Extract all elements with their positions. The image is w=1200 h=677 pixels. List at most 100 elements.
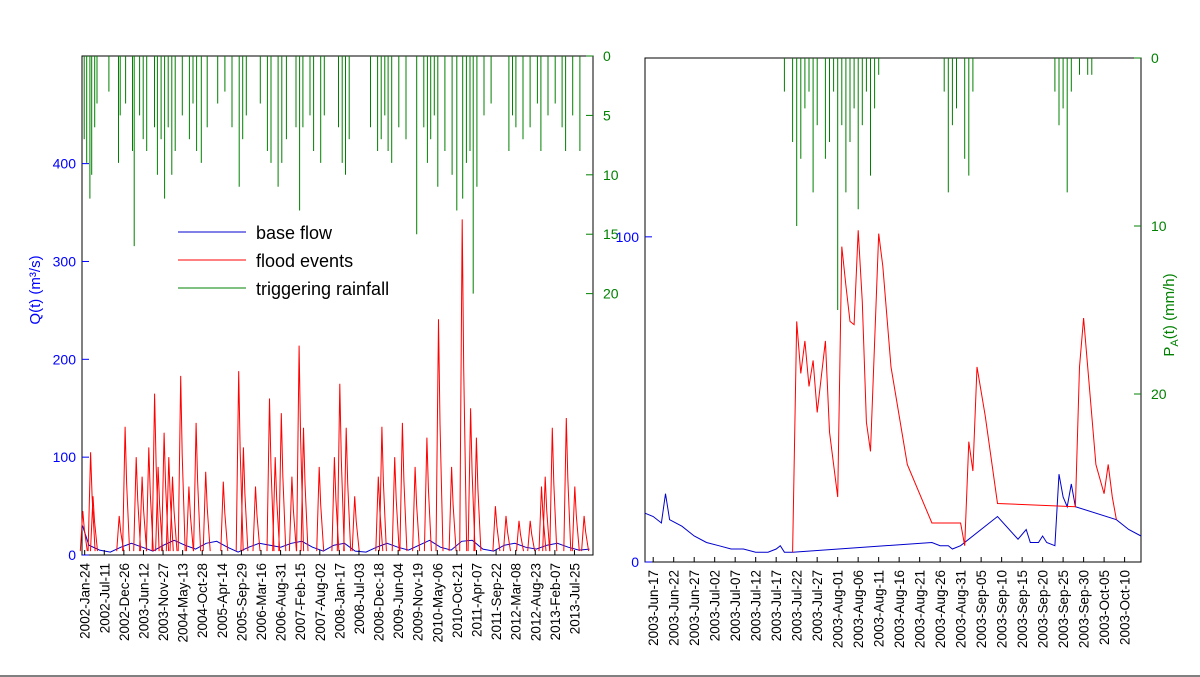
- xtick-label: 2003-Jul-17: [769, 570, 784, 641]
- flood-peak: [145, 447, 154, 552]
- xtick-label: 2003-Jun-17: [646, 570, 661, 646]
- xtick-label: 2003-Aug-16: [892, 570, 907, 648]
- flood-peak: [399, 422, 408, 552]
- xtick-label: 2012-Aug-23: [528, 563, 543, 641]
- flood-peak: [391, 457, 400, 552]
- xtick-label: 2013-Jul-25: [567, 563, 582, 634]
- ytick-label: 100: [53, 449, 77, 465]
- flood-peak: [378, 426, 387, 552]
- xtick-label: 2011-Sep-22: [489, 563, 504, 640]
- xtick-label: 2003-Aug-06: [851, 570, 866, 648]
- xtick-label: 2003-Jul-22: [790, 570, 805, 641]
- y2tick-label: 20: [1151, 386, 1167, 402]
- xtick-label: 2003-Aug-01: [831, 570, 846, 648]
- flood-peak: [235, 371, 244, 552]
- xtick-label: 2002-Jul-11: [97, 563, 112, 633]
- flood-peak: [300, 427, 309, 552]
- xtick-label: 2005-Sep-29: [234, 563, 249, 641]
- y2-axis-title: PA(t) (mm/h): [1161, 273, 1181, 356]
- flood-peak: [87, 452, 96, 552]
- flood-peak: [423, 437, 432, 552]
- flood-peak: [542, 476, 551, 552]
- legend-label-base-flow: base flow: [256, 223, 333, 243]
- xtick-label: 2003-Jun-12: [136, 563, 151, 639]
- flood-peak: [139, 476, 148, 552]
- xtick-label: 2008-Dec-18: [372, 563, 387, 641]
- flood-peak: [288, 476, 297, 552]
- flood-peak: [252, 486, 261, 552]
- xtick-label: 2003-Aug-31: [954, 570, 969, 648]
- y2tick-label: 5: [603, 107, 611, 123]
- flood-peak: [278, 413, 287, 552]
- flood-peak: [272, 457, 281, 552]
- flood-peak: [503, 515, 511, 552]
- xtick-label: 2002-Dec-26: [117, 563, 132, 641]
- flood-peak: [79, 510, 88, 552]
- xtick-label: 2003-Aug-11: [872, 570, 887, 647]
- ytick-label: 200: [53, 351, 77, 367]
- xtick-label: 2010-May-06: [430, 563, 445, 643]
- xtick-label: 2007-Feb-15: [293, 563, 308, 640]
- xtick-label: 2008-Jul-03: [352, 563, 367, 634]
- y-axis-title: Q(t) (m³/s): [27, 255, 44, 324]
- xtick-label: 2006-Mar-16: [254, 563, 269, 640]
- flood-peak: [193, 422, 202, 552]
- xtick-label: 2003-Jul-12: [749, 570, 764, 641]
- series-base-flow: [644, 474, 1142, 553]
- xtick-label: 2003-Sep-30: [1077, 570, 1092, 648]
- y2tick-label: 0: [603, 48, 611, 64]
- flood-peak: [220, 481, 229, 552]
- flood-peak: [448, 466, 457, 552]
- flood-peak: [177, 375, 186, 552]
- flood-peak: [563, 417, 572, 552]
- series-flood-events: [792, 230, 1117, 553]
- flood-peak: [467, 408, 476, 552]
- flood-peak: [538, 486, 547, 552]
- xtick-label: 2003-Jul-27: [810, 570, 825, 641]
- bottom-rule: [0, 675, 1200, 677]
- xtick-label: 2003-Jun-22: [667, 570, 682, 646]
- legend: base flow flood events triggering rainfa…: [178, 223, 389, 299]
- xtick-label: 2003-Oct-05: [1097, 570, 1112, 645]
- flood-peak: [375, 476, 384, 552]
- xtick-label: 2009-Nov-19: [411, 563, 426, 641]
- flood-peak: [527, 520, 536, 552]
- xtick-label: 2003-Aug-26: [933, 570, 948, 648]
- y2tick-label: 10: [603, 167, 619, 183]
- flood-peak: [492, 506, 501, 552]
- flood-peak: [336, 383, 345, 552]
- ytick-label: 0: [68, 547, 76, 563]
- flood-peak: [266, 398, 275, 552]
- plot-frame: [81, 55, 594, 556]
- xtick-label: 2011-Apr-07: [470, 563, 485, 637]
- y2tick-label: 0: [1151, 50, 1159, 66]
- y2tick-label: 15: [603, 226, 619, 242]
- plot-frame: [644, 57, 1142, 563]
- flood-peak: [133, 457, 142, 552]
- flood-peak: [116, 515, 125, 552]
- flood-peak: [571, 486, 580, 552]
- xtick-label: 2012-Mar-08: [509, 563, 524, 640]
- xtick-label: 2002-Jan-24: [78, 563, 93, 639]
- xtick-label: 2008-Jan-17: [332, 563, 347, 639]
- ytick-label: 0: [631, 554, 639, 570]
- flood-peak: [169, 476, 178, 552]
- xtick-label: 2003-Jul-02: [708, 570, 723, 641]
- xtick-label: 2003-Sep-05: [974, 570, 989, 648]
- xtick-label: 2007-Aug-02: [313, 563, 328, 641]
- xtick-label: 2013-Feb-07: [548, 563, 563, 640]
- y2tick-label: 10: [1151, 218, 1167, 234]
- flood-peak: [202, 471, 211, 552]
- xtick-label: 2003-Oct-10: [1118, 570, 1133, 645]
- ytick-label: 400: [53, 156, 77, 172]
- flood-peak: [516, 520, 524, 552]
- left-chart: 0 100 200 300 400 0 5 10 15 20 2002-Jan-24 2002-Jul…: [27, 48, 619, 643]
- flood-peak: [316, 466, 325, 552]
- flood-peak: [240, 447, 249, 552]
- ytick-label: 100: [616, 229, 640, 245]
- right-chart: 0 100 0 10 20 2003-Jun-17 2003-Jun-22 2003-Jun-…: [616, 50, 1181, 648]
- xtick-label: 2003-Nov-27: [156, 563, 171, 641]
- flood-peak: [473, 437, 482, 552]
- xtick-label: 2005-Apr-14: [215, 563, 230, 639]
